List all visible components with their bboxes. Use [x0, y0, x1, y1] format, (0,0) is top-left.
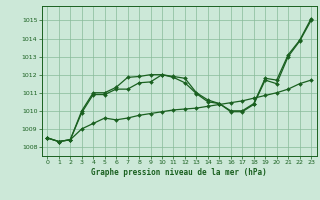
X-axis label: Graphe pression niveau de la mer (hPa): Graphe pression niveau de la mer (hPa)	[91, 168, 267, 177]
